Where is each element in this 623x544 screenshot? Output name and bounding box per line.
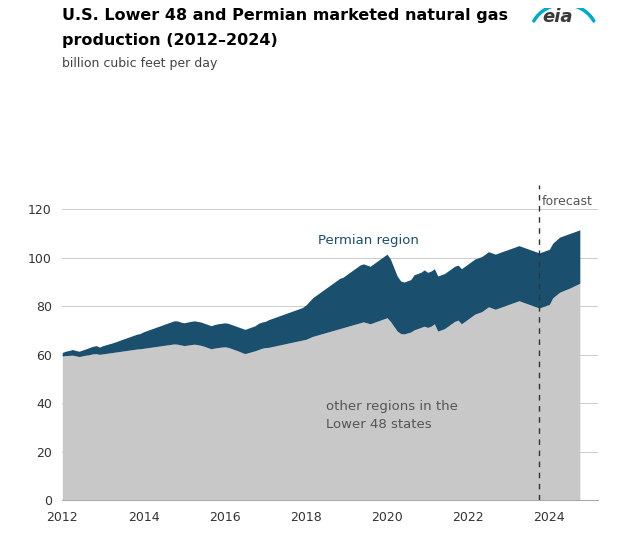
Text: eia: eia: [543, 8, 573, 26]
Text: U.S. Lower 48 and Permian marketed natural gas: U.S. Lower 48 and Permian marketed natur…: [62, 8, 508, 23]
Text: billion cubic feet per day: billion cubic feet per day: [62, 57, 217, 70]
Text: production (2012–2024): production (2012–2024): [62, 33, 278, 48]
Text: Permian region: Permian region: [318, 234, 419, 248]
Text: forecast: forecast: [541, 195, 592, 208]
Text: other regions in the
Lower 48 states: other regions in the Lower 48 states: [326, 400, 458, 431]
